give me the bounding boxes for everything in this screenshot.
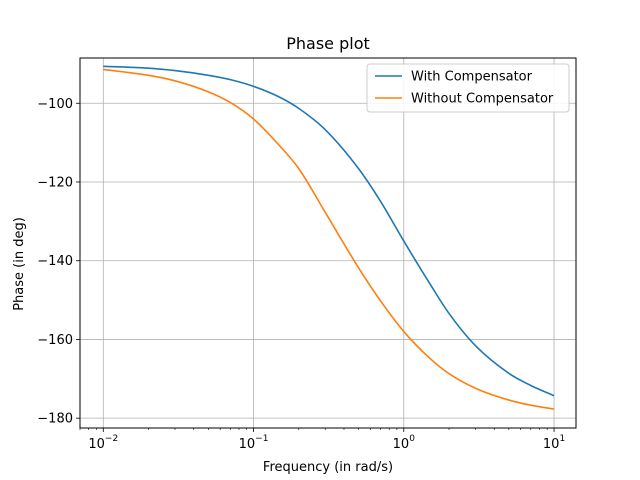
- grid-lines: [80, 58, 576, 428]
- plot-frame: [79, 57, 577, 429]
- legend: With Compensator Without Compensator: [366, 63, 570, 113]
- x-tick-exponent: −2: [105, 434, 118, 444]
- x-tick-label: 100: [393, 434, 416, 452]
- legend-box: [366, 63, 570, 113]
- y-tick-label: −180: [37, 412, 73, 427]
- x-tick-base: 10: [88, 437, 105, 452]
- y-tick-label: −100: [37, 97, 73, 112]
- series-line-1: [103, 68, 555, 410]
- x-tick-exponent: 1: [559, 434, 565, 444]
- x-tick-exponent: 0: [409, 434, 415, 444]
- plot-background: [80, 58, 576, 428]
- y-tick-label: −140: [37, 254, 73, 269]
- x-tick-base: 10: [543, 437, 560, 452]
- x-tick-base: 10: [393, 437, 410, 452]
- x-tick-exponent: −1: [255, 434, 268, 444]
- plot-area: 10−2 10−1 100 101−100−120−140−160−180 With …: [37, 57, 577, 452]
- series-line-0: [103, 65, 555, 397]
- legend-entry-label: Without Compensator: [411, 92, 554, 107]
- legend-entry-label: With Compensator: [411, 70, 533, 85]
- x-tick-label: 10−1: [239, 434, 269, 452]
- x-axis-label: Frequency (in rad/s): [263, 460, 393, 475]
- x-tick-label: 101: [543, 434, 565, 452]
- y-axis-label: Phase (in deg): [12, 217, 27, 311]
- series-lines: [103, 65, 555, 410]
- x-tick-base: 10: [239, 437, 256, 452]
- y-tick-label: −160: [37, 333, 73, 348]
- x-tick-label: 10−2: [88, 434, 118, 452]
- y-tick-label: −120: [37, 175, 73, 190]
- chart-title: Phase plot: [286, 34, 370, 53]
- axis-ticks: 10−2 10−1 100 101−100−120−140−160−180: [37, 97, 565, 452]
